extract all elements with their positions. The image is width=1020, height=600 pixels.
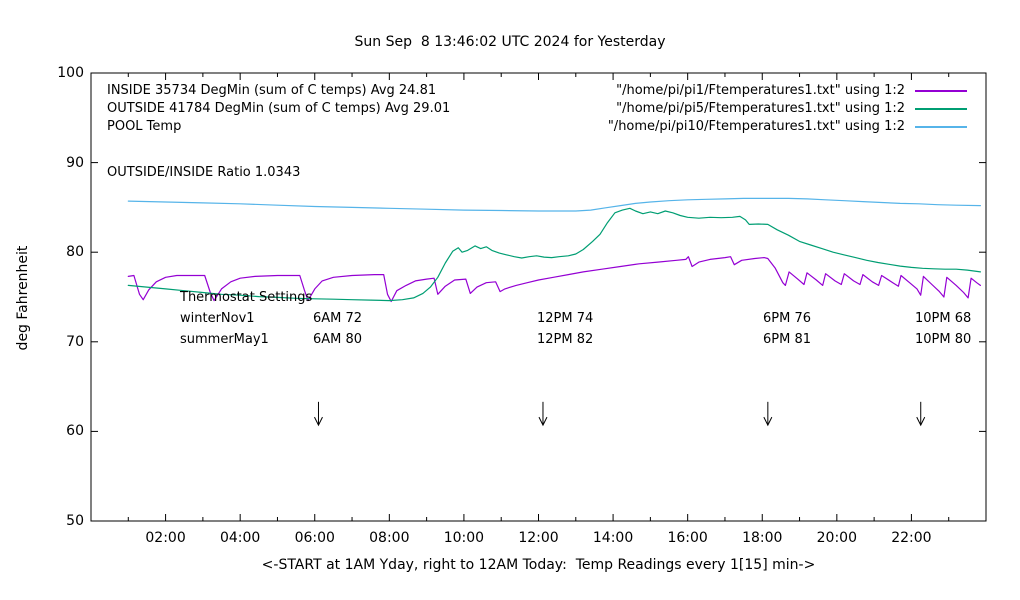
thermostat-cell: 12PM 82 (537, 332, 594, 347)
y-tick-label: 100 (57, 65, 84, 81)
thermostat-cell: 6PM 81 (763, 332, 812, 347)
thermostat-row: winterNov1 6AM 72 12PM 74 6PM 76 10PM 68 (0, 310, 1020, 328)
series-line-inside (127, 256, 982, 303)
x-tick-label: 08:00 (369, 530, 410, 546)
x-tick-label: 02:00 (145, 530, 186, 546)
thermostat-cell: winterNov1 (180, 311, 255, 326)
x-tick-label: 12:00 (518, 530, 559, 546)
legend-file-label: "/home/pi/pi1/Ftemperatures1.txt" using … (616, 83, 905, 98)
thermostat-cell: 6PM 76 (763, 311, 812, 326)
thermostat-cell: 6AM 72 (313, 311, 363, 326)
x-tick-label: 06:00 (294, 530, 335, 546)
x-tick-label: 20:00 (816, 530, 858, 546)
y-tick-label: 70 (66, 333, 84, 350)
ratio-label: OUTSIDE/INSIDE Ratio 1.0343 (107, 165, 301, 180)
event-arrow-head (763, 416, 773, 427)
series-line-outside (127, 207, 982, 302)
y-tick-label: 80 (66, 244, 84, 261)
legend-series-label: INSIDE 35734 DegMin (sum of C temps) Avg… (107, 83, 437, 98)
y-tick-label: 60 (66, 423, 84, 440)
x-tick-label: 18:00 (742, 530, 783, 546)
thermostat-cell: 12PM 74 (537, 311, 594, 326)
x-tick-label: 14:00 (592, 530, 634, 546)
legend-series-label: OUTSIDE 41784 DegMin (sum of C temps) Av… (107, 101, 451, 116)
thermostat-cell: 6AM 80 (313, 332, 363, 347)
x-axis-label: <-START at 1AM Yday, right to 12AM Today… (261, 557, 816, 573)
x-tick-label: 10:00 (443, 530, 485, 546)
legend-row: "/home/pi/pi10/Ftemperatures1.txt" using… (0, 118, 1020, 136)
event-arrow-head (916, 416, 926, 427)
thermostat-row: summerMay1 6AM 80 12PM 82 6PM 81 10PM 80 (0, 331, 1020, 349)
chart-title: Sun Sep 8 13:46:02 UTC 2024 for Yesterda… (354, 34, 666, 50)
x-tick-label: 22:00 (891, 530, 932, 546)
event-arrow-head (314, 416, 323, 427)
legend-line-swatch (915, 126, 967, 128)
legend-file-label: "/home/pi/pi10/Ftemperatures1.txt" using… (607, 119, 905, 134)
event-arrow-head (538, 416, 548, 427)
legend-line-swatch (915, 108, 967, 110)
legend-line-swatch (915, 90, 967, 92)
legend-series-label: POOL Temp (107, 119, 182, 134)
thermostat-title: Thermostat Settings (0, 289, 1020, 307)
y-tick-label: 90 (66, 154, 84, 171)
thermostat-cell: summerMay1 (180, 332, 269, 347)
legend-row: "/home/pi/pi1/Ftemperatures1.txt" using … (0, 82, 1020, 100)
series-line-pool (127, 197, 982, 212)
y-tick-label: 50 (66, 513, 84, 529)
legend-row: "/home/pi/pi5/Ftemperatures1.txt" using … (0, 100, 1020, 118)
thermostat-cell: Thermostat Settings (180, 290, 313, 305)
legend-file-label: "/home/pi/pi5/Ftemperatures1.txt" using … (616, 101, 905, 116)
thermostat-cell: 10PM 80 (915, 332, 972, 347)
x-tick-label: 16:00 (667, 530, 708, 546)
x-tick-label: 04:00 (219, 530, 261, 546)
thermostat-cell: 10PM 68 (915, 311, 972, 326)
